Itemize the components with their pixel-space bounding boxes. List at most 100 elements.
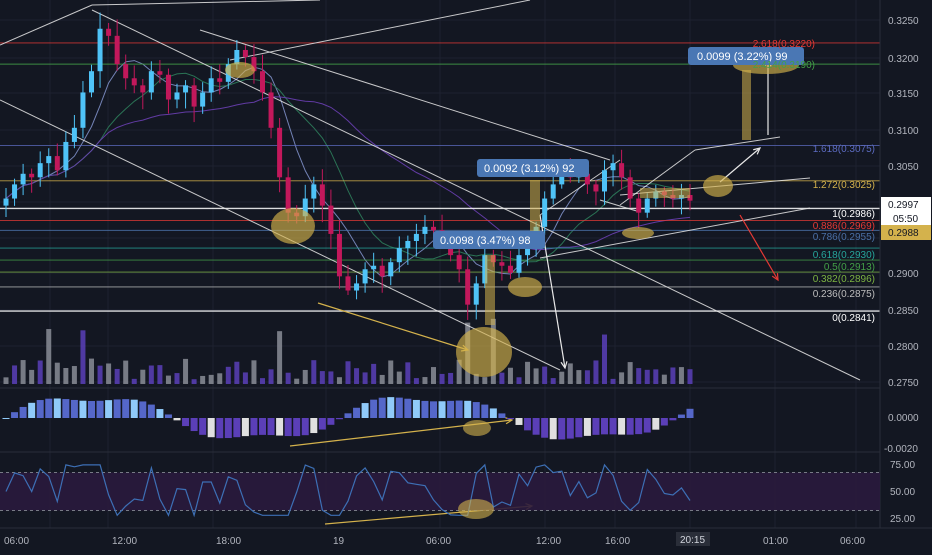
volume-bar [345,361,351,384]
volume-bar [63,368,69,384]
volume-bar [200,375,206,384]
callout-box [688,47,804,65]
candle-body [277,127,283,178]
macd-bar [421,400,429,418]
macd-bar [182,418,190,427]
time-tick: 12:00 [112,536,137,547]
volume-bar [3,377,9,384]
macd-histogram [2,397,694,440]
fib-label: 1(0.2986) [832,209,875,220]
macd-bar [635,418,643,435]
rsi-axis[interactable]: 75.00 50.00 25.00 [890,460,915,525]
measure-callout[interactable]: 0.0092 (3.12%) 92 [477,159,589,177]
time-axis[interactable]: 06:00 12:00 18:00 19 06:00 12:00 16:00 2… [4,532,865,547]
price-tick: 0.3250 [888,16,919,27]
volume-bar [277,331,283,384]
candle-body [559,170,565,185]
macd-bar [301,418,309,436]
candle-body [328,205,334,234]
volume-bar [473,373,479,384]
price-tick: 0.2800 [888,342,919,353]
macd-bar [524,418,532,431]
volume-bar [89,358,94,384]
volume-bar [542,366,548,384]
time-tick: 06:00 [426,536,451,547]
volume-bar [567,363,573,384]
volume-bar [328,371,334,384]
price-tick: 0.2850 [888,306,919,317]
macd-bar [652,418,660,430]
volume-bar [413,378,419,384]
measure-callout[interactable]: 0.0098 (3.47%) 98 [433,231,545,249]
macd-bar [447,400,455,418]
callout-box [433,231,545,249]
macd-bar [609,418,617,435]
volume-bar [114,368,120,384]
volume-bar [379,374,385,384]
candle-body [379,265,385,277]
candle-body [123,64,129,79]
trend-line [694,136,781,151]
macd-bar [147,404,155,418]
candle-body [482,255,488,284]
macd-bar [28,402,36,418]
volume-bar [507,367,513,384]
macd-bar [583,418,591,436]
macd-bar [259,418,266,435]
volume-bar [157,365,163,384]
mark-price-value: 0.2988 [888,228,919,239]
volume-bar [619,372,625,384]
candle-body [174,92,180,100]
moving-average-line [5,72,691,263]
time-tick: 18:00 [216,536,241,547]
candle-body [106,28,112,36]
candle-body [593,184,599,192]
price-tick: 0.3200 [888,54,919,65]
macd-bar [575,418,583,438]
candle-body [20,173,26,185]
macd-bar [19,406,27,418]
candle-body [405,240,411,249]
macd-bar [626,418,634,435]
macd-axis[interactable]: 0.0000 -0.0020 [884,413,919,455]
price-axis[interactable]: 0.3250 0.3200 0.3150 0.3100 0.3050 0.290… [881,16,931,389]
mark-price-badge [881,225,931,240]
candle-body [114,35,120,65]
trend-line [599,199,641,213]
annotations[interactable] [225,56,799,377]
macd-bar [130,399,138,418]
candle-body [542,198,548,227]
macd-bar [2,418,10,419]
volume-bar [123,360,129,384]
moving-average-line [5,60,691,278]
highlight-ellipse [463,420,491,436]
volume-bar [354,368,360,384]
volume-bar [422,377,428,384]
candle-body [396,248,402,263]
measure-callout[interactable]: 0.0099 (3.22%) 99 [688,47,804,65]
callout-text: 0.0099 (3.22%) 99 [697,51,788,63]
trend-line [229,0,531,61]
volume-bar [260,378,265,384]
candle-body [362,269,368,284]
volume-bar [251,360,257,384]
candle-body [525,248,531,256]
projection-box [485,255,495,325]
candle-body [371,265,377,270]
candle-body [242,49,248,58]
fib-label: 2.618(0.3220) [753,39,815,50]
projection-box [742,70,751,140]
volume-bar [653,369,659,384]
macd-bar [387,397,395,418]
callout-text: 0.0098 (3.47%) 98 [440,235,531,247]
candle-body [37,163,43,178]
macd-bar [11,412,19,418]
fib-label: 0.786(0.2955) [813,232,875,243]
candle-body [644,198,650,213]
volume-bar [550,378,556,384]
rsi-line [5,463,691,518]
macd-bar [62,399,70,418]
trend-line [539,159,621,216]
